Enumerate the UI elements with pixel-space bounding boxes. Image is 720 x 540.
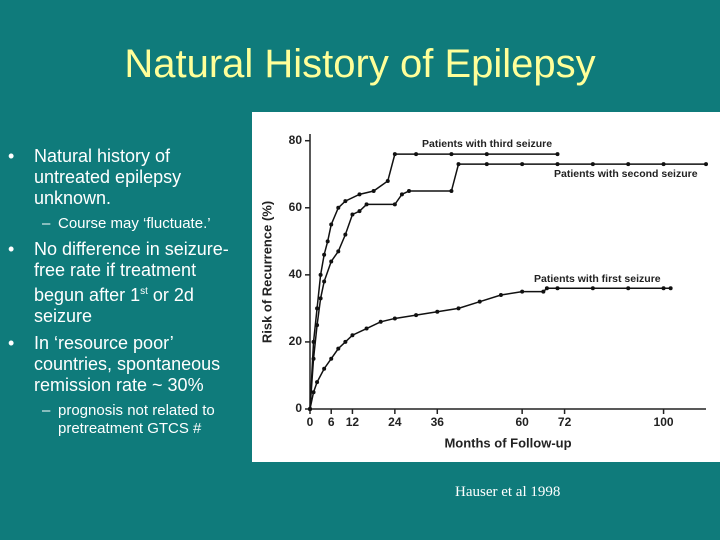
series-line	[309, 287, 671, 410]
data-point	[477, 299, 482, 304]
bullet: Natural history of untreated epilepsy un…	[8, 146, 248, 209]
data-point	[449, 189, 454, 194]
data-point	[626, 286, 631, 291]
data-point	[311, 356, 316, 361]
data-point	[661, 286, 666, 291]
data-point	[325, 239, 330, 244]
data-point	[350, 333, 355, 338]
x-tick-label: 36	[431, 415, 445, 429]
data-point	[378, 319, 383, 324]
data-point	[520, 289, 525, 294]
series-label: Patients with third seizure	[422, 138, 552, 150]
data-point	[315, 306, 320, 311]
data-point	[541, 289, 546, 294]
y-tick-label: 80	[289, 133, 303, 147]
data-point	[668, 286, 673, 291]
data-point	[350, 212, 355, 217]
series-line	[309, 153, 558, 410]
data-point	[661, 162, 666, 167]
series-line	[309, 163, 706, 410]
slide-title: Natural History of Epilepsy	[124, 42, 596, 86]
data-point	[343, 199, 348, 204]
x-tick-label: 72	[558, 415, 572, 429]
data-point	[544, 286, 549, 291]
data-point	[329, 356, 334, 361]
bullet: No difference in seizure-free rate if tr…	[8, 239, 248, 327]
data-point	[364, 326, 369, 331]
x-tick-label: 12	[346, 415, 360, 429]
data-point	[435, 309, 440, 314]
data-point	[336, 346, 341, 351]
y-tick-label: 60	[289, 200, 303, 214]
bullet-text: No difference in seizure-free rate if tr…	[34, 239, 229, 305]
data-point	[336, 205, 341, 210]
data-point	[590, 286, 595, 291]
data-point	[318, 296, 323, 301]
x-tick-label: 24	[388, 415, 402, 429]
x-axis-label: Months of Follow-up	[444, 435, 571, 450]
y-tick-label: 20	[289, 334, 303, 348]
data-point	[555, 286, 560, 291]
data-point	[311, 390, 316, 395]
bullet-list: Natural history of untreated epilepsy un…	[8, 146, 248, 444]
data-point	[414, 313, 419, 318]
data-point	[357, 209, 362, 214]
data-point	[322, 366, 327, 371]
chart: Risk of Recurrence (%) Months of Follow-…	[252, 112, 720, 462]
data-point	[484, 152, 489, 157]
x-tick-label: 0	[307, 415, 314, 429]
superscript: st	[140, 286, 148, 297]
sub-bullet: prognosis not related to pretreatment GT…	[8, 402, 248, 438]
data-point	[322, 279, 327, 284]
data-point	[318, 272, 323, 277]
series-label: Patients with first seizure	[534, 273, 661, 285]
x-tick-label: 6	[328, 415, 335, 429]
data-point	[315, 323, 320, 328]
data-point	[392, 152, 397, 157]
data-point	[322, 252, 327, 257]
data-point	[555, 152, 560, 157]
data-point	[626, 162, 631, 167]
data-point	[343, 232, 348, 237]
data-point	[449, 152, 454, 157]
data-point	[308, 407, 312, 411]
data-point	[364, 202, 369, 207]
data-point	[414, 152, 419, 157]
data-point	[407, 189, 411, 194]
data-point	[315, 380, 320, 385]
data-point	[456, 162, 461, 167]
data-point	[399, 192, 404, 197]
data-point	[336, 249, 341, 254]
data-point	[520, 162, 525, 167]
data-point	[392, 202, 397, 207]
series-label: Patients with second seizure	[554, 168, 698, 180]
data-point	[392, 316, 397, 321]
data-point	[555, 162, 560, 167]
x-tick-label: 60	[515, 415, 529, 429]
data-point	[590, 162, 595, 167]
data-point	[357, 192, 362, 197]
x-tick-label: 100	[654, 415, 674, 429]
sub-bullet: Course may ‘fluctuate.’	[8, 215, 248, 233]
data-point	[371, 189, 376, 194]
bullet-text: or 2d seizure	[34, 285, 194, 326]
data-point	[385, 178, 390, 183]
y-tick-label: 0	[295, 401, 302, 415]
y-axis-label: Risk of Recurrence (%)	[259, 201, 274, 343]
y-tick-label: 40	[289, 267, 303, 281]
data-point	[343, 339, 348, 344]
data-point	[456, 306, 461, 311]
data-point	[329, 259, 334, 264]
data-point	[484, 162, 489, 167]
bullet: In ‘resource poor’ countries, spontaneou…	[8, 333, 248, 396]
data-point	[329, 222, 334, 227]
citation: Hauser et al 1998	[455, 484, 561, 500]
data-point	[498, 292, 503, 297]
data-point	[704, 162, 708, 167]
